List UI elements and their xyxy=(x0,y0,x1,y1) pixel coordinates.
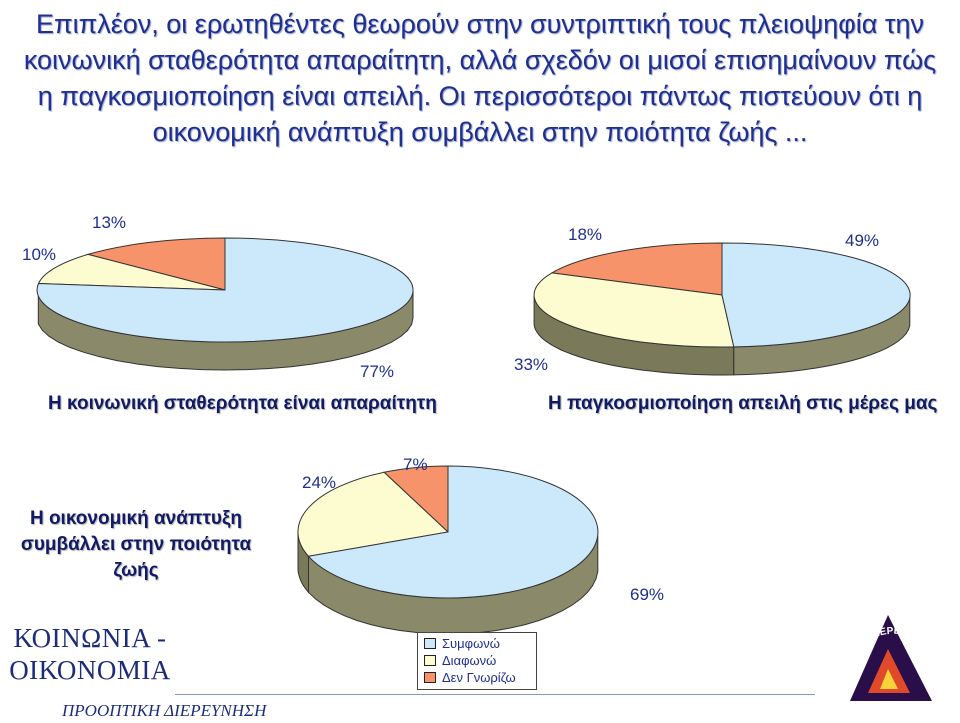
pie-1-slice-Συμφωνώ xyxy=(36,237,414,343)
legend-swatch-disagree xyxy=(424,655,436,666)
brand-title-line2: ΟΙΚΟΝΟΜΙΑ xyxy=(9,655,171,685)
pie-1-slice-Διαφωνώ xyxy=(37,253,226,291)
legend-item-agree: Συμφωνώ xyxy=(424,635,536,652)
pie-1-slice-Δεν Γνωρίζω xyxy=(86,237,226,291)
pie-3-label-Δεν Γνωρίζω: 7% xyxy=(403,455,428,474)
legend-item-disagree: Διαφωνώ xyxy=(424,652,536,669)
legend: Συμφωνώ Διαφωνώ Δεν Γνωρίζω xyxy=(417,632,537,690)
headline: Επιπλέον, οι ερωτηθέντες θεωρούν στην συ… xyxy=(23,9,937,147)
pie-3-slice-Συμφωνώ xyxy=(307,465,599,599)
chart3-title: Η οικονομική ανάπτυξη συμβάλλει στην ποι… xyxy=(20,508,252,581)
pie-2-label-Συμφωνώ: 49% xyxy=(845,231,879,250)
legend-label-disagree: Διαφωνώ xyxy=(442,653,497,668)
brand-title: ΚΟΙΝΩΝΙΑ - ΟΙΚΟΝΟΜΙΑ xyxy=(2,622,178,686)
logo-triangle-core xyxy=(880,669,898,689)
pie-3-label-Διαφωνώ: 24% xyxy=(302,473,336,492)
pie-1-label-Διαφωνώ: 10% xyxy=(22,245,56,264)
pie-3: 69% 24% 7% xyxy=(297,455,664,635)
chart2-title: Η παγκοσμιοποίηση απειλή στις μέρες μας xyxy=(548,393,938,414)
pie-2-slice-Διαφωνώ xyxy=(533,272,735,348)
footer-rule xyxy=(175,694,815,695)
pie-3-label-Συμφωνώ: 69% xyxy=(630,585,664,604)
legend-swatch-dont-know xyxy=(424,672,436,683)
pie-2: 49% 33% 18% xyxy=(514,225,911,376)
logo-icon: ΠΡΟΟΠΤΙΚΗ ΔΙΕΡΕΥΝΗΣΗ xyxy=(835,615,936,701)
pie-1-label-Συμφωνώ: 77% xyxy=(360,362,394,381)
pie-2-slice-Συμφωνώ xyxy=(721,242,911,348)
pie-2-label-Δεν Γνωρίζω: 18% xyxy=(568,225,602,244)
legend-label-agree: Συμφωνώ xyxy=(442,636,500,651)
chart1-title: Η κοινωνική σταθερότητα είναι απαραίτητη xyxy=(48,393,437,414)
pie-1: 77% 10% 13% xyxy=(22,213,414,381)
brand-title-line1: ΚΟΙΝΩΝΙΑ - xyxy=(13,623,167,653)
legend-item-dont-know: Δεν Γνωρίζω xyxy=(424,669,536,686)
pie-2-slice-Δεν Γνωρίζω xyxy=(550,242,723,296)
legend-label-dont-know: Δεν Γνωρίζω xyxy=(442,670,516,685)
legend-swatch-agree xyxy=(424,638,436,649)
pie-1-label-Δεν Γνωρίζω: 13% xyxy=(92,213,126,232)
pie-2-label-Διαφωνώ: 33% xyxy=(514,355,548,374)
pie-3-slice-Διαφωνώ xyxy=(297,471,450,557)
brand-footer: ΠΡΟΟΠΤΙΚΗ ΔΙΕΡΕΥΝΗΣΗ xyxy=(62,701,267,720)
